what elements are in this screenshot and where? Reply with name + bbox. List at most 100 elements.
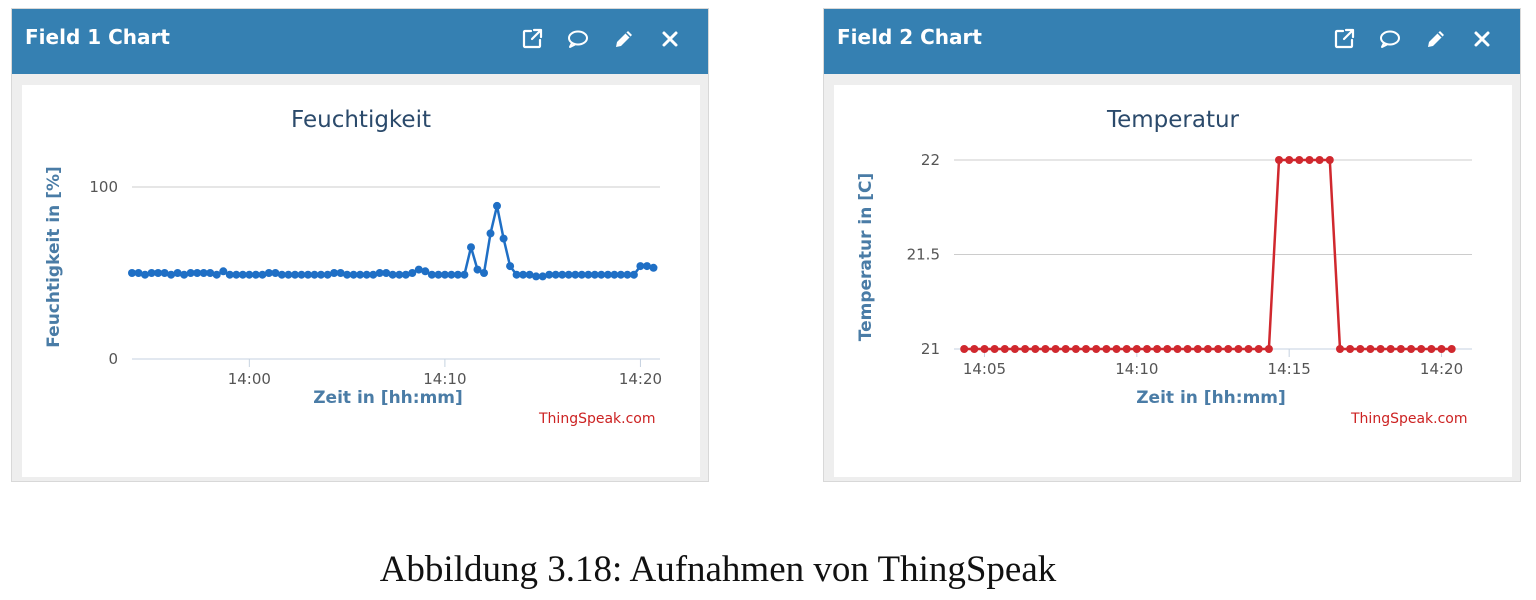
external-link-icon[interactable] <box>520 27 544 51</box>
data-point[interactable] <box>160 269 169 277</box>
comment-icon[interactable] <box>1378 27 1402 51</box>
data-point[interactable] <box>382 269 391 277</box>
data-point[interactable] <box>1010 345 1019 353</box>
data-point[interactable] <box>643 262 651 271</box>
data-point[interactable] <box>128 269 136 277</box>
data-point[interactable] <box>1285 156 1294 164</box>
data-point[interactable] <box>1295 156 1304 164</box>
data-point[interactable] <box>1346 345 1355 353</box>
data-point[interactable] <box>362 270 371 279</box>
data-point[interactable] <box>225 270 234 279</box>
data-point[interactable] <box>264 269 273 277</box>
data-point[interactable] <box>558 270 567 279</box>
data-point[interactable] <box>167 270 176 279</box>
data-point[interactable] <box>1264 345 1273 353</box>
data-point[interactable] <box>1224 345 1233 353</box>
data-point[interactable] <box>1427 345 1436 353</box>
data-point[interactable] <box>577 270 586 279</box>
data-point[interactable] <box>1163 345 1172 353</box>
data-point[interactable] <box>147 269 156 277</box>
data-point[interactable] <box>1082 345 1090 353</box>
data-point[interactable] <box>447 270 456 279</box>
data-point[interactable] <box>1153 345 1162 353</box>
data-point[interactable] <box>571 270 580 279</box>
data-point[interactable] <box>323 270 332 279</box>
data-point[interactable] <box>212 270 221 279</box>
data-point[interactable] <box>277 270 286 279</box>
data-point[interactable] <box>1356 345 1365 353</box>
data-point[interactable] <box>564 270 573 279</box>
data-point[interactable] <box>1407 345 1416 353</box>
data-point[interactable] <box>551 270 560 279</box>
data-point[interactable] <box>199 269 208 277</box>
data-point[interactable] <box>1325 156 1334 164</box>
data-point[interactable] <box>603 270 612 279</box>
close-icon[interactable] <box>658 27 682 51</box>
data-point[interactable] <box>1275 156 1283 164</box>
data-point[interactable] <box>186 269 195 277</box>
data-point[interactable] <box>193 269 202 277</box>
data-point[interactable] <box>388 270 397 279</box>
thingspeak-credit-link[interactable]: ThingSpeak.com <box>539 411 656 427</box>
data-point[interactable] <box>1021 345 1030 353</box>
data-point[interactable] <box>245 270 254 279</box>
data-point[interactable] <box>369 270 378 279</box>
data-point[interactable] <box>980 345 989 353</box>
data-point[interactable] <box>297 270 306 279</box>
data-point[interactable] <box>1041 345 1050 353</box>
data-point[interactable] <box>434 270 443 279</box>
data-point[interactable] <box>1315 156 1324 164</box>
data-point[interactable] <box>375 269 384 277</box>
data-point[interactable] <box>1112 345 1121 353</box>
data-point[interactable] <box>336 269 345 277</box>
data-point[interactable] <box>493 201 501 210</box>
data-point[interactable] <box>1386 345 1395 353</box>
data-point[interactable] <box>1143 345 1151 353</box>
data-point[interactable] <box>356 270 365 279</box>
data-point[interactable] <box>970 345 979 353</box>
data-point[interactable] <box>291 270 299 279</box>
data-point[interactable] <box>1244 345 1253 353</box>
data-point[interactable] <box>401 270 410 279</box>
data-point[interactable] <box>610 270 619 279</box>
data-point[interactable] <box>1305 156 1314 164</box>
data-point[interactable] <box>473 265 482 274</box>
external-link-icon[interactable] <box>1332 27 1356 51</box>
data-point[interactable] <box>251 270 260 279</box>
data-point[interactable] <box>590 270 599 279</box>
data-point[interactable] <box>499 234 508 243</box>
data-point[interactable] <box>467 243 475 252</box>
data-point[interactable] <box>532 272 541 281</box>
data-point[interactable] <box>519 270 528 279</box>
data-point[interactable] <box>1203 345 1212 353</box>
data-point[interactable] <box>1000 345 1009 353</box>
data-point[interactable] <box>453 270 462 279</box>
data-point[interactable] <box>1376 345 1385 353</box>
data-point[interactable] <box>1437 345 1446 353</box>
data-point[interactable] <box>1031 345 1040 353</box>
data-point[interactable] <box>440 270 449 279</box>
data-point[interactable] <box>506 262 515 271</box>
data-point[interactable] <box>1396 345 1405 353</box>
data-point[interactable] <box>629 270 638 279</box>
thingspeak-credit-link[interactable]: ThingSpeak.com <box>1351 411 1468 427</box>
data-point[interactable] <box>1234 345 1243 353</box>
data-point[interactable] <box>421 267 430 276</box>
data-point[interactable] <box>1102 345 1111 353</box>
data-point[interactable] <box>1051 345 1060 353</box>
data-point[interactable] <box>636 262 645 271</box>
data-point[interactable] <box>206 269 215 277</box>
data-point[interactable] <box>1122 345 1131 353</box>
data-point[interactable] <box>271 269 280 277</box>
data-point[interactable] <box>343 270 352 279</box>
comment-icon[interactable] <box>566 27 590 51</box>
data-point[interactable] <box>414 265 423 274</box>
data-point[interactable] <box>1366 345 1375 353</box>
data-point[interactable] <box>480 269 488 277</box>
data-point[interactable] <box>486 229 495 238</box>
data-point[interactable] <box>623 270 632 279</box>
data-point[interactable] <box>1254 345 1263 353</box>
data-point[interactable] <box>1071 345 1080 353</box>
data-point[interactable] <box>538 272 547 281</box>
data-point[interactable] <box>219 267 228 276</box>
